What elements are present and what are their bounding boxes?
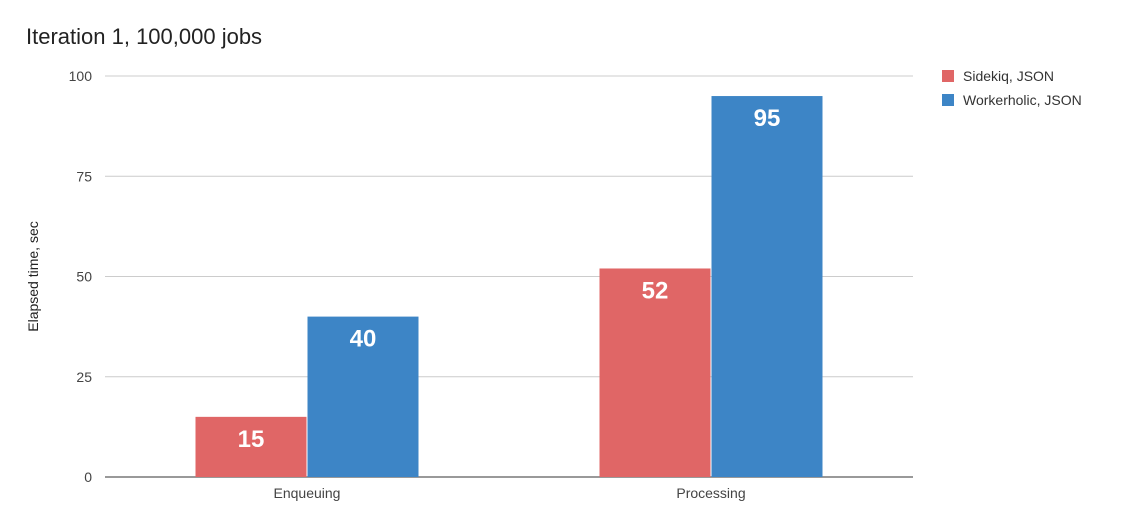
legend-item-workerholic[interactable]: Workerholic, JSON xyxy=(942,88,1082,112)
y-tick-label: 50 xyxy=(76,269,92,285)
y-tick-label: 75 xyxy=(76,168,92,184)
legend-item-sidekiq[interactable]: Sidekiq, JSON xyxy=(942,64,1082,88)
bar xyxy=(599,268,711,477)
legend-swatch xyxy=(942,94,954,106)
bar-value-label: 52 xyxy=(642,277,669,304)
legend: Sidekiq, JSON Workerholic, JSON xyxy=(942,64,1082,112)
x-tick-label: Enqueuing xyxy=(274,485,341,501)
legend-swatch xyxy=(942,70,954,82)
x-tick-label: Processing xyxy=(676,485,745,501)
bar xyxy=(307,316,419,477)
legend-label: Workerholic, JSON xyxy=(963,92,1082,108)
y-tick-label: 0 xyxy=(84,469,92,485)
bar-value-label: 40 xyxy=(350,326,377,353)
bar-value-label: 95 xyxy=(754,105,781,132)
bar xyxy=(195,416,307,477)
chart-title: Iteration 1, 100,000 jobs xyxy=(26,24,263,49)
y-tick-label: 100 xyxy=(69,68,93,84)
bar-value-label: 15 xyxy=(238,426,265,453)
y-axis-title: Elapsed time, sec xyxy=(25,221,41,332)
bar xyxy=(711,96,823,478)
y-tick-label: 25 xyxy=(76,369,92,385)
legend-label: Sidekiq, JSON xyxy=(963,68,1055,84)
